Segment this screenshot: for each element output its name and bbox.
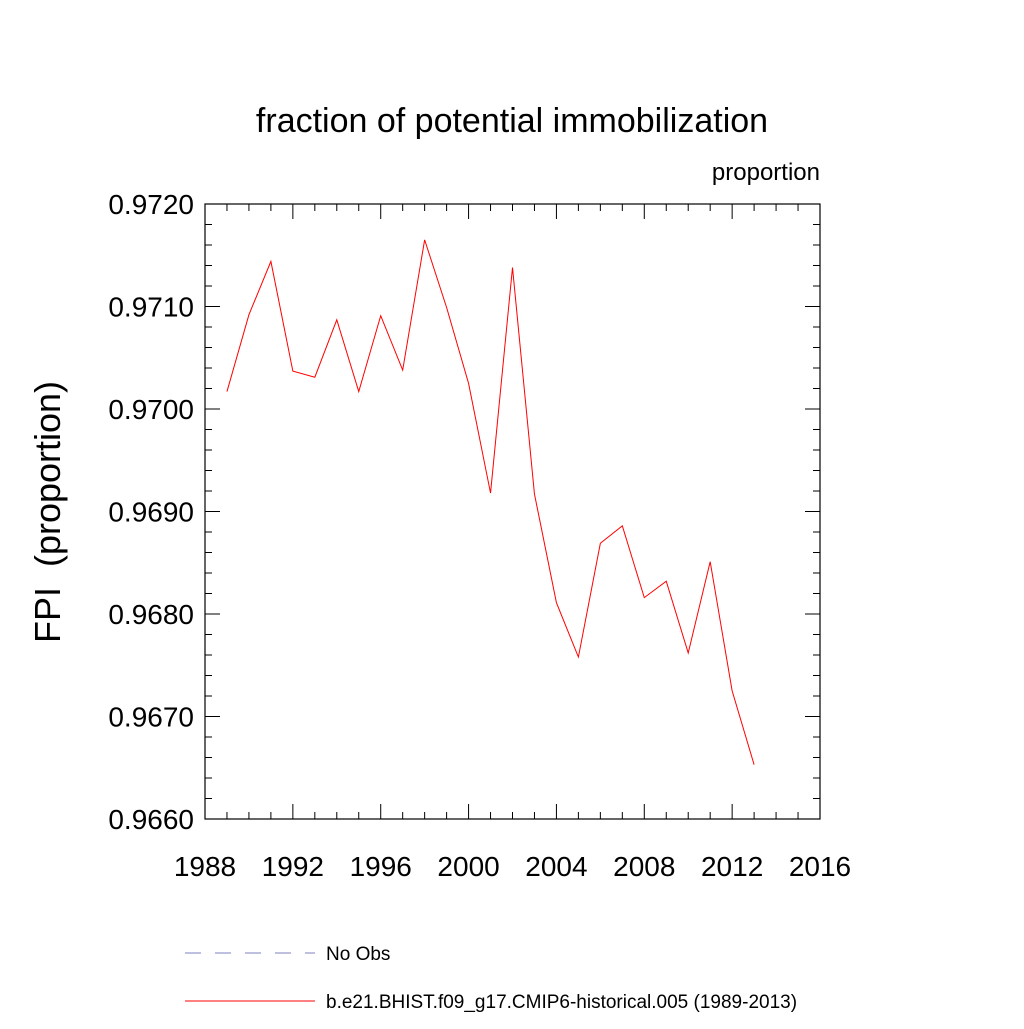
series-layer: [227, 240, 754, 765]
y-tick-label: 0.9720: [108, 189, 194, 220]
plot-frame: [205, 204, 820, 819]
x-tick-label: 2000: [437, 851, 499, 882]
y-axis-label: FPI (proportion): [27, 381, 68, 643]
legend: No Obs b.e21.BHIST.f09_g17.CMIP6-histori…: [185, 944, 797, 1013]
y-tick-label: 0.9680: [108, 599, 194, 630]
x-tick-label: 1988: [174, 851, 236, 882]
x-axis-ticks: 1988 1992 1996 2000 2004 2008 2012 2016: [174, 204, 851, 882]
y-tick-label: 0.9660: [108, 804, 194, 835]
x-tick-label: 2004: [525, 851, 587, 882]
x-tick-label: 1996: [350, 851, 412, 882]
x-tick-label: 2016: [789, 851, 851, 882]
y-tick-label: 0.9690: [108, 497, 194, 528]
legend-label-no-obs: No Obs: [326, 944, 390, 965]
legend-label-model: b.e21.BHIST.f09_g17.CMIP6-historical.005…: [326, 992, 797, 1013]
units-label: proportion: [712, 159, 820, 186]
series-line: [227, 240, 754, 765]
x-tick-label: 2012: [701, 851, 763, 882]
y-tick-label: 0.9700: [108, 394, 194, 425]
y-tick-label: 0.9670: [108, 702, 194, 733]
y-axis-ticks: 0.9660 0.9670 0.9680 0.9690 0.9700 0.9710 0.97…: [108, 189, 820, 835]
y-tick-label: 0.9710: [108, 292, 194, 323]
x-tick-label: 1992: [262, 851, 324, 882]
x-tick-label: 2008: [613, 851, 675, 882]
chart-title: fraction of potential immobilization: [256, 102, 768, 140]
